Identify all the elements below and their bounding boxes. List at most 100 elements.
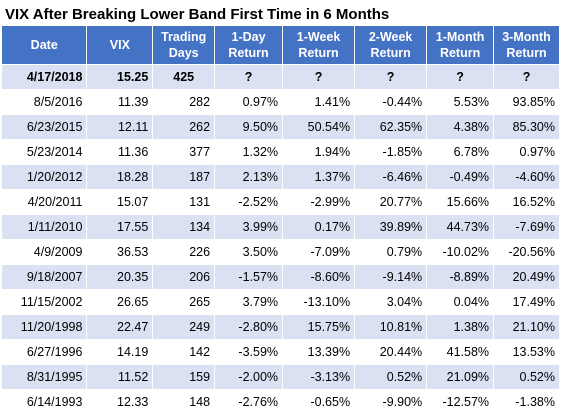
column-header: Trading Days bbox=[152, 25, 216, 65]
table-cell: ? bbox=[214, 64, 284, 90]
table-cell: -2.80% bbox=[214, 314, 284, 340]
table-cell: -7.69% bbox=[493, 214, 560, 240]
column-header-line: 1-Week bbox=[296, 30, 341, 44]
table-cell: -7.09% bbox=[282, 239, 356, 265]
table-cell: 15.75% bbox=[282, 314, 356, 340]
table-cell: 11.36 bbox=[86, 139, 154, 165]
column-header-line: Date bbox=[30, 38, 58, 52]
column-header: 2-Week Return bbox=[354, 25, 428, 65]
table-cell: 0.17% bbox=[282, 214, 356, 240]
column-header-line: Trading bbox=[161, 30, 207, 44]
table-cell: 41.58% bbox=[426, 339, 495, 365]
table-cell: 0.04% bbox=[426, 289, 495, 315]
table-cell: 44.73% bbox=[426, 214, 495, 240]
table-cell: 148 bbox=[152, 389, 216, 415]
table-row: 6/27/1996 14.19 142 -3.59% 13.39% 20.44% 41.58… bbox=[0, 339, 560, 365]
table-row: 5/23/2014 11.36 377 1.32% 1.94% -1.85% 6.78% 0.… bbox=[0, 139, 560, 165]
table-cell: -2.52% bbox=[214, 189, 284, 215]
table-cell: 11.52 bbox=[86, 364, 154, 390]
table-cell: -6.46% bbox=[354, 164, 428, 190]
table-cell: 8/31/1995 bbox=[0, 364, 88, 390]
table-cell: 2.13% bbox=[214, 164, 284, 190]
table-cell: 3.99% bbox=[214, 214, 284, 240]
table-cell: 22.47 bbox=[86, 314, 154, 340]
table-cell: -2.00% bbox=[214, 364, 284, 390]
table-cell: 142 bbox=[152, 339, 216, 365]
table-cell: 206 bbox=[152, 264, 216, 290]
table-cell: 15.66% bbox=[426, 189, 495, 215]
table-cell: 13.53% bbox=[493, 339, 560, 365]
table-cell: 1.38% bbox=[426, 314, 495, 340]
table-cell: 11/15/2002 bbox=[0, 289, 88, 315]
column-header-line: Return bbox=[228, 46, 269, 60]
table-cell: -10.02% bbox=[426, 239, 495, 265]
table-cell: -8.60% bbox=[282, 264, 356, 290]
table-row: 1/11/2010 17.55 134 3.99% 0.17% 39.89% 44.73% -… bbox=[0, 214, 560, 240]
table-cell: 20.49% bbox=[493, 264, 560, 290]
table-cell: 0.97% bbox=[214, 89, 284, 115]
table-cell: -13.10% bbox=[282, 289, 356, 315]
table-cell: 249 bbox=[152, 314, 216, 340]
table-cell: 9/18/2007 bbox=[0, 264, 88, 290]
table-cell: 262 bbox=[152, 114, 216, 140]
table-cell: 18.28 bbox=[86, 164, 154, 190]
table-cell: 39.89% bbox=[354, 214, 428, 240]
table-cell: 9.50% bbox=[214, 114, 284, 140]
column-header-line: 2-Week bbox=[368, 30, 413, 44]
column-header-line: 1-Month bbox=[435, 30, 485, 44]
column-header: 3-Month Return bbox=[493, 25, 560, 65]
table-row: 8/5/2016 11.39 282 0.97% 1.41% -0.44% 5.53% 93.… bbox=[0, 89, 560, 115]
table-cell: 26.65 bbox=[86, 289, 154, 315]
table-cell: -9.14% bbox=[354, 264, 428, 290]
table-cell: -3.59% bbox=[214, 339, 284, 365]
table-cell: 15.25 bbox=[86, 64, 154, 90]
table-cell: 11.39 bbox=[86, 89, 154, 115]
table-cell: 20.77% bbox=[354, 189, 428, 215]
column-header: 1-Month Return bbox=[426, 25, 495, 65]
table-cell: 36.53 bbox=[86, 239, 154, 265]
table-cell: 12.33 bbox=[86, 389, 154, 415]
table-cell: 265 bbox=[152, 289, 216, 315]
table-row-current: 4/17/2018 15.25 425????? bbox=[0, 64, 560, 90]
table-cell: 4/17/2018 bbox=[0, 64, 88, 90]
table-cell: -1.85% bbox=[354, 139, 428, 165]
column-header-line: Days bbox=[168, 46, 199, 60]
table-cell: 1.94% bbox=[282, 139, 356, 165]
vix-returns-table: Date VIX Trading Days 1-Day Return 1-Week Retur… bbox=[0, 25, 560, 415]
table-title: VIX After Breaking Lower Band First Time… bbox=[5, 6, 390, 23]
table-cell: 17.49% bbox=[493, 289, 560, 315]
table-cell: 282 bbox=[152, 89, 216, 115]
table-cell: 17.55 bbox=[86, 214, 154, 240]
table-cell: 20.44% bbox=[354, 339, 428, 365]
table-cell: 1/20/2012 bbox=[0, 164, 88, 190]
column-header-line: 1-Day bbox=[231, 30, 266, 44]
table-cell: 62.35% bbox=[354, 114, 428, 140]
table-row: 8/31/1995 11.52 159 -2.00% -3.13% 0.52% 21.09%… bbox=[0, 364, 560, 390]
table-cell: 134 bbox=[152, 214, 216, 240]
table-cell: 0.79% bbox=[354, 239, 428, 265]
table-cell: ? bbox=[426, 64, 495, 90]
table-cell: 13.39% bbox=[282, 339, 356, 365]
table-cell: 85.30% bbox=[493, 114, 560, 140]
table-cell: -0.49% bbox=[426, 164, 495, 190]
table-cell: 3.50% bbox=[214, 239, 284, 265]
table-cell: -1.38% bbox=[493, 389, 560, 415]
table-cell: 6/27/1996 bbox=[0, 339, 88, 365]
table-cell: -9.90% bbox=[354, 389, 428, 415]
column-header-line: Return bbox=[298, 46, 339, 60]
table-cell: -1.57% bbox=[214, 264, 284, 290]
table-row: 4/9/2009 36.53 226 3.50% -7.09% 0.79% -10.02% -… bbox=[0, 239, 560, 265]
table-row: 11/15/2002 26.65 265 3.79% -13.10% 3.04% 0.04%… bbox=[0, 289, 560, 315]
table-row: 9/18/2007 20.35 206 -1.57% -8.60% -9.14% -8.89… bbox=[0, 264, 560, 290]
table-cell: 15.07 bbox=[86, 189, 154, 215]
table-row: 4/20/2011 15.07 131 -2.52% -2.99% 20.77% 15.66… bbox=[0, 189, 560, 215]
table-cell: 3.79% bbox=[214, 289, 284, 315]
table-cell: 377 bbox=[152, 139, 216, 165]
column-header-line: VIX bbox=[109, 38, 130, 52]
table-cell: 20.35 bbox=[86, 264, 154, 290]
table-cell: 0.52% bbox=[354, 364, 428, 390]
table-cell: 226 bbox=[152, 239, 216, 265]
column-header: Date bbox=[0, 25, 88, 65]
table-cell: 8/5/2016 bbox=[0, 89, 88, 115]
table-cell: 131 bbox=[152, 189, 216, 215]
